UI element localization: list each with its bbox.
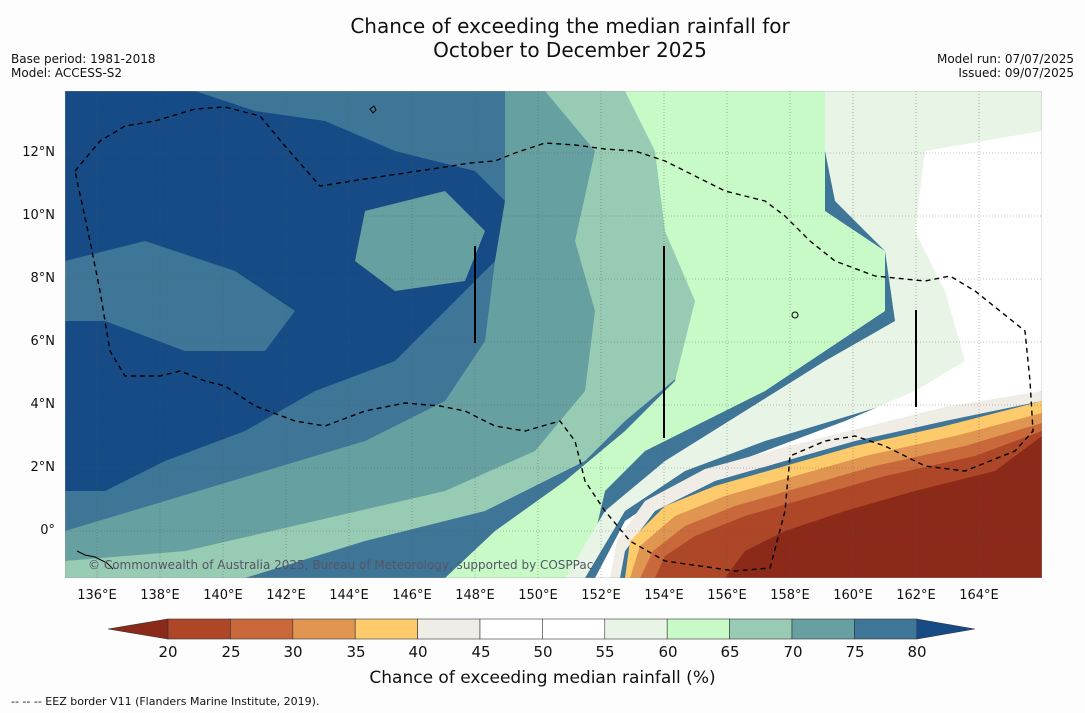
colorbar-tick: 80 xyxy=(907,643,927,661)
lon-tick: 156°E xyxy=(707,588,747,603)
zone-45-55 xyxy=(595,131,1042,578)
lat-tick: 10°N xyxy=(22,208,55,223)
colorbar-tick: 60 xyxy=(658,643,678,661)
colorbar-tick: 75 xyxy=(845,643,865,661)
colorbar-tick: 40 xyxy=(408,643,428,661)
zone-70-75-band xyxy=(65,91,625,578)
lon-tick: 154°E xyxy=(644,588,684,603)
lon-tick: 136°E xyxy=(77,588,117,603)
lon-tick: 142°E xyxy=(266,588,306,603)
model-run: Model run: 07/07/2025 xyxy=(936,52,1074,66)
colorbar-tick: 50 xyxy=(533,643,553,661)
credit-text: © Commonwealth of Australia 2025, Bureau… xyxy=(88,558,594,572)
issued-date: Issued: 09/07/2025 xyxy=(958,66,1074,80)
island-outlines xyxy=(76,105,799,570)
colorbar-tick: 25 xyxy=(221,643,241,661)
title-line-2: October to December 2025 xyxy=(433,38,707,62)
model-name: Model: ACCESS-S2 xyxy=(11,66,123,80)
zone-below-20 xyxy=(725,436,1042,578)
colorbar-cell xyxy=(542,618,606,640)
lon-tick: 158°E xyxy=(770,588,810,603)
colorbar-extend-low xyxy=(107,618,169,640)
zone-40-45 xyxy=(610,391,1042,578)
base-period: Base period: 1981-2018 xyxy=(11,52,156,66)
colorbar-tick: 20 xyxy=(158,643,178,661)
lon-tick: 148°E xyxy=(455,588,495,603)
graticule xyxy=(65,91,1042,578)
lat-tick: 12°N xyxy=(22,145,55,160)
colorbar-cell xyxy=(666,618,730,640)
chart-title: Chance of exceeding the median rainfall … xyxy=(0,14,1085,62)
colorbar-tick: 30 xyxy=(283,643,303,661)
colorbar xyxy=(107,618,975,640)
colorbar-tick: 65 xyxy=(720,643,740,661)
lat-tick: 4°N xyxy=(30,397,56,412)
lon-tick: 152°E xyxy=(581,588,621,603)
colorbar-tick: 45 xyxy=(471,643,491,661)
lon-tick: 144°E xyxy=(329,588,369,603)
eez-border xyxy=(74,106,1034,572)
lon-tick: 140°E xyxy=(203,588,243,603)
lon-tick: 150°E xyxy=(518,588,558,603)
meta-right: Model run: 07/07/2025 Issued: 09/07/2025 xyxy=(937,52,1074,80)
colorbar-cell xyxy=(854,618,918,640)
title-line-1: Chance of exceeding the median rainfall … xyxy=(350,14,790,38)
zone-above-80 xyxy=(65,91,505,491)
colorbar-cell xyxy=(417,618,481,640)
zone-75-80-inset xyxy=(65,241,295,351)
colorbar-tick: 35 xyxy=(346,643,366,661)
meta-left: Base period: 1981-2018 Model: ACCESS-S2 xyxy=(11,52,156,80)
lon-tick: 146°E xyxy=(392,588,432,603)
lon-tick: 160°E xyxy=(833,588,873,603)
colorbar-cell xyxy=(230,618,294,640)
colorbar-tick: 70 xyxy=(783,643,803,661)
lat-tick: 6°N xyxy=(30,334,56,349)
lon-tick: 138°E xyxy=(140,588,180,603)
zone-60-65 xyxy=(445,91,885,578)
lat-tick: 8°N xyxy=(30,271,56,286)
colorbar-cell xyxy=(292,618,356,640)
eez-legend-note: -- -- -- EEZ border V11 (Flanders Marine… xyxy=(11,695,320,708)
colorbar-cell xyxy=(479,618,543,640)
lon-tick: 164°E xyxy=(959,588,999,603)
colorbar-extend-high xyxy=(916,618,975,640)
colorbar-cell xyxy=(604,618,668,640)
colorbar-cell xyxy=(167,618,231,640)
colorbar-label: Chance of exceeding median rainfall (%) xyxy=(369,668,716,688)
colorbar-cell xyxy=(354,618,418,640)
lon-tick: 162°E xyxy=(896,588,936,603)
rainfall-map xyxy=(65,91,1042,578)
lat-tick: 2°N xyxy=(30,460,56,475)
zone-65-70 xyxy=(65,91,705,578)
lat-tick: 0° xyxy=(40,523,55,538)
colorbar-tick: 55 xyxy=(595,643,615,661)
colorbar-cell xyxy=(791,618,855,640)
colorbar-cell xyxy=(729,618,793,640)
